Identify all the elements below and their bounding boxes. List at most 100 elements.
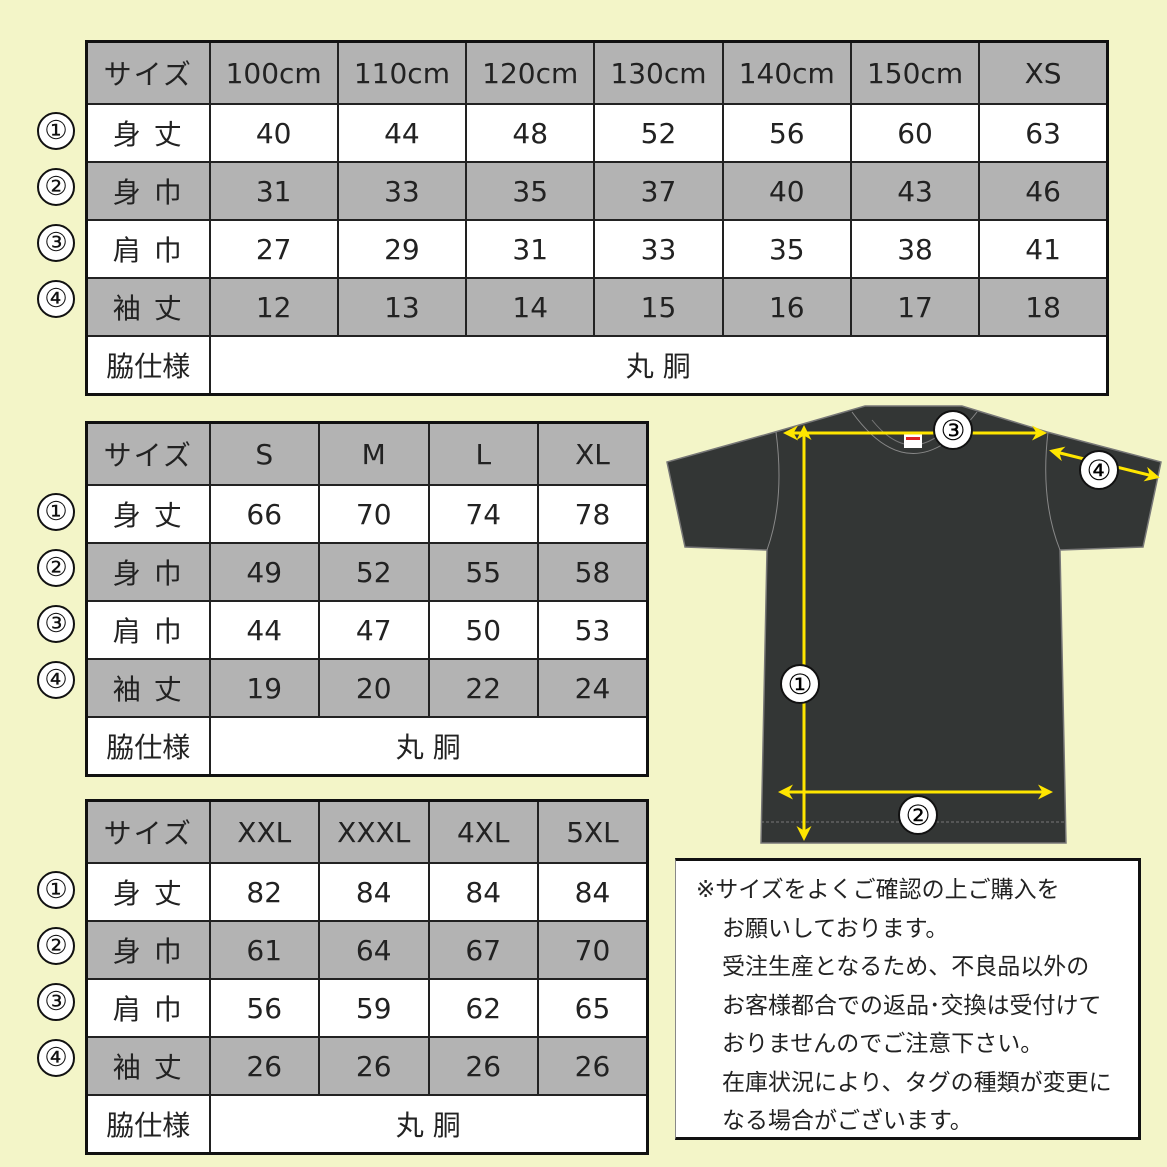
side-spec-value: 丸 胴 — [208, 1094, 649, 1155]
value-cell: 17 — [849, 277, 981, 337]
size-header-cell: XS — [978, 40, 1109, 105]
value-cell: 31 — [208, 161, 339, 221]
row-marker-1: ① — [37, 871, 75, 909]
row-width: 身 巾 49 52 55 58 — [85, 542, 649, 602]
row-side: 脇仕様丸 胴 — [85, 335, 1109, 396]
value-cell: 67 — [427, 920, 539, 980]
row-sleeve: 袖 丈 19 20 22 24 — [85, 658, 649, 718]
marker-length: ① — [780, 664, 820, 704]
notice-box: ※サイズをよくご確認の上ご購入を お願いしております。 受注生産となるため、不良… — [675, 858, 1141, 1140]
side-spec-value: 丸 胴 — [208, 716, 649, 777]
right-sleeve-seam — [1045, 431, 1061, 551]
row-label-shoulder: 肩 巾 — [85, 600, 211, 660]
side-spec-value: 丸 胴 — [208, 335, 1109, 396]
size-table-large: サイズ XXL XXXL 4XL 5XL 身 丈 82 84 84 84 身 巾 61 64 67 70 肩 … — [85, 799, 649, 1155]
row-length: 身 丈 40 44 48 52 56 60 63 — [85, 103, 1109, 163]
value-cell: 24 — [537, 658, 649, 718]
svg-text:②: ② — [905, 799, 930, 832]
notice-line: ※サイズをよくご確認の上ご購入を — [696, 877, 1060, 903]
size-header-cell: 110cm — [336, 40, 468, 105]
row-label-width: 身 巾 — [85, 542, 211, 602]
row-length: 身 丈 82 84 84 84 — [85, 862, 649, 922]
value-cell: 40 — [721, 161, 852, 221]
row-marker-1: ① — [37, 112, 75, 150]
value-cell: 58 — [537, 542, 649, 602]
tshirt-body — [666, 405, 1162, 844]
value-cell: 19 — [208, 658, 320, 718]
row-label-sleeve: 袖 丈 — [85, 658, 211, 718]
value-cell: 60 — [849, 103, 981, 163]
marker-width: ② — [898, 795, 938, 835]
value-cell: 14 — [465, 277, 596, 337]
value-cell: 84 — [318, 862, 430, 922]
row-label-width: 身 巾 — [85, 920, 211, 980]
row-marker-2: ② — [37, 168, 75, 206]
value-cell: 78 — [537, 484, 649, 544]
size-header-cell: L — [427, 421, 539, 486]
value-cell: 31 — [465, 219, 596, 279]
value-cell: 52 — [318, 542, 430, 602]
value-cell: 46 — [978, 161, 1109, 221]
value-cell: 37 — [593, 161, 724, 221]
value-cell: 43 — [849, 161, 981, 221]
value-cell: 56 — [208, 978, 320, 1038]
svg-text:③: ③ — [940, 414, 965, 447]
header-row: サイズ XXL XXXL 4XL 5XL — [85, 799, 649, 864]
value-cell: 35 — [721, 219, 852, 279]
value-cell: 26 — [537, 1036, 649, 1096]
value-cell: 59 — [318, 978, 430, 1038]
row-label-length: 身 丈 — [85, 484, 211, 544]
row-label-sleeve: 袖 丈 — [85, 1036, 211, 1096]
value-cell: 15 — [593, 277, 724, 337]
size-header-label: サイズ — [85, 799, 211, 864]
row-marker-2: ② — [37, 549, 75, 587]
row-length: 身 丈 66 70 74 78 — [85, 484, 649, 544]
size-table-regular: サイズ S M L XL 身 丈 66 70 74 78 身 巾 49 52 55 58 肩 巾 44 47 50 5… — [85, 421, 649, 777]
value-cell: 29 — [336, 219, 468, 279]
value-cell: 55 — [427, 542, 539, 602]
row-label-width: 身 巾 — [85, 161, 211, 221]
size-header-cell: 4XL — [427, 799, 539, 864]
value-cell: 44 — [336, 103, 468, 163]
row-marker-2: ② — [37, 927, 75, 965]
svg-text:①: ① — [787, 668, 812, 701]
notice-line: おりませんのでご注意下さい。 — [722, 1031, 1044, 1057]
size-header-cell: S — [208, 421, 320, 486]
value-cell: 74 — [427, 484, 539, 544]
row-marker-3: ③ — [37, 983, 75, 1021]
row-side: 脇仕様丸 胴 — [85, 716, 649, 777]
value-cell: 44 — [208, 600, 320, 660]
size-header-cell: XL — [537, 421, 649, 486]
size-header-cell: 150cm — [849, 40, 981, 105]
row-shoulder: 肩 巾 27 29 31 33 35 38 41 — [85, 219, 1109, 279]
row-label-length: 身 丈 — [85, 862, 211, 922]
value-cell: 38 — [849, 219, 981, 279]
size-header-cell: XXXL — [318, 799, 430, 864]
value-cell: 70 — [537, 920, 649, 980]
value-cell: 63 — [978, 103, 1109, 163]
value-cell: 52 — [593, 103, 724, 163]
notice-line: お客様都合での返品･交換は受付けて — [722, 992, 1102, 1019]
size-table-kids: サイズ 100cm 110cm 120cm 130cm 140cm 150cm XS 身 丈 40… — [85, 40, 1109, 396]
value-cell: 66 — [208, 484, 320, 544]
row-label-shoulder: 肩 巾 — [85, 978, 211, 1038]
row-side: 脇仕様丸 胴 — [85, 1094, 649, 1155]
row-marker-3: ③ — [37, 224, 75, 262]
row-marker-3: ③ — [37, 605, 75, 643]
row-label-sleeve: 袖 丈 — [85, 277, 211, 337]
value-cell: 40 — [208, 103, 339, 163]
row-label-side: 脇仕様 — [85, 1094, 211, 1155]
value-cell: 33 — [336, 161, 468, 221]
value-cell: 20 — [318, 658, 430, 718]
value-cell: 18 — [978, 277, 1109, 337]
value-cell: 49 — [208, 542, 320, 602]
row-shoulder: 肩 巾 56 59 62 65 — [85, 978, 649, 1038]
header-row: サイズ S M L XL — [85, 421, 649, 486]
neck-tag — [904, 434, 922, 448]
value-cell: 27 — [208, 219, 339, 279]
value-cell: 33 — [593, 219, 724, 279]
notice-line: お願いしております。 — [722, 915, 949, 942]
value-cell: 26 — [208, 1036, 320, 1096]
value-cell: 65 — [537, 978, 649, 1038]
